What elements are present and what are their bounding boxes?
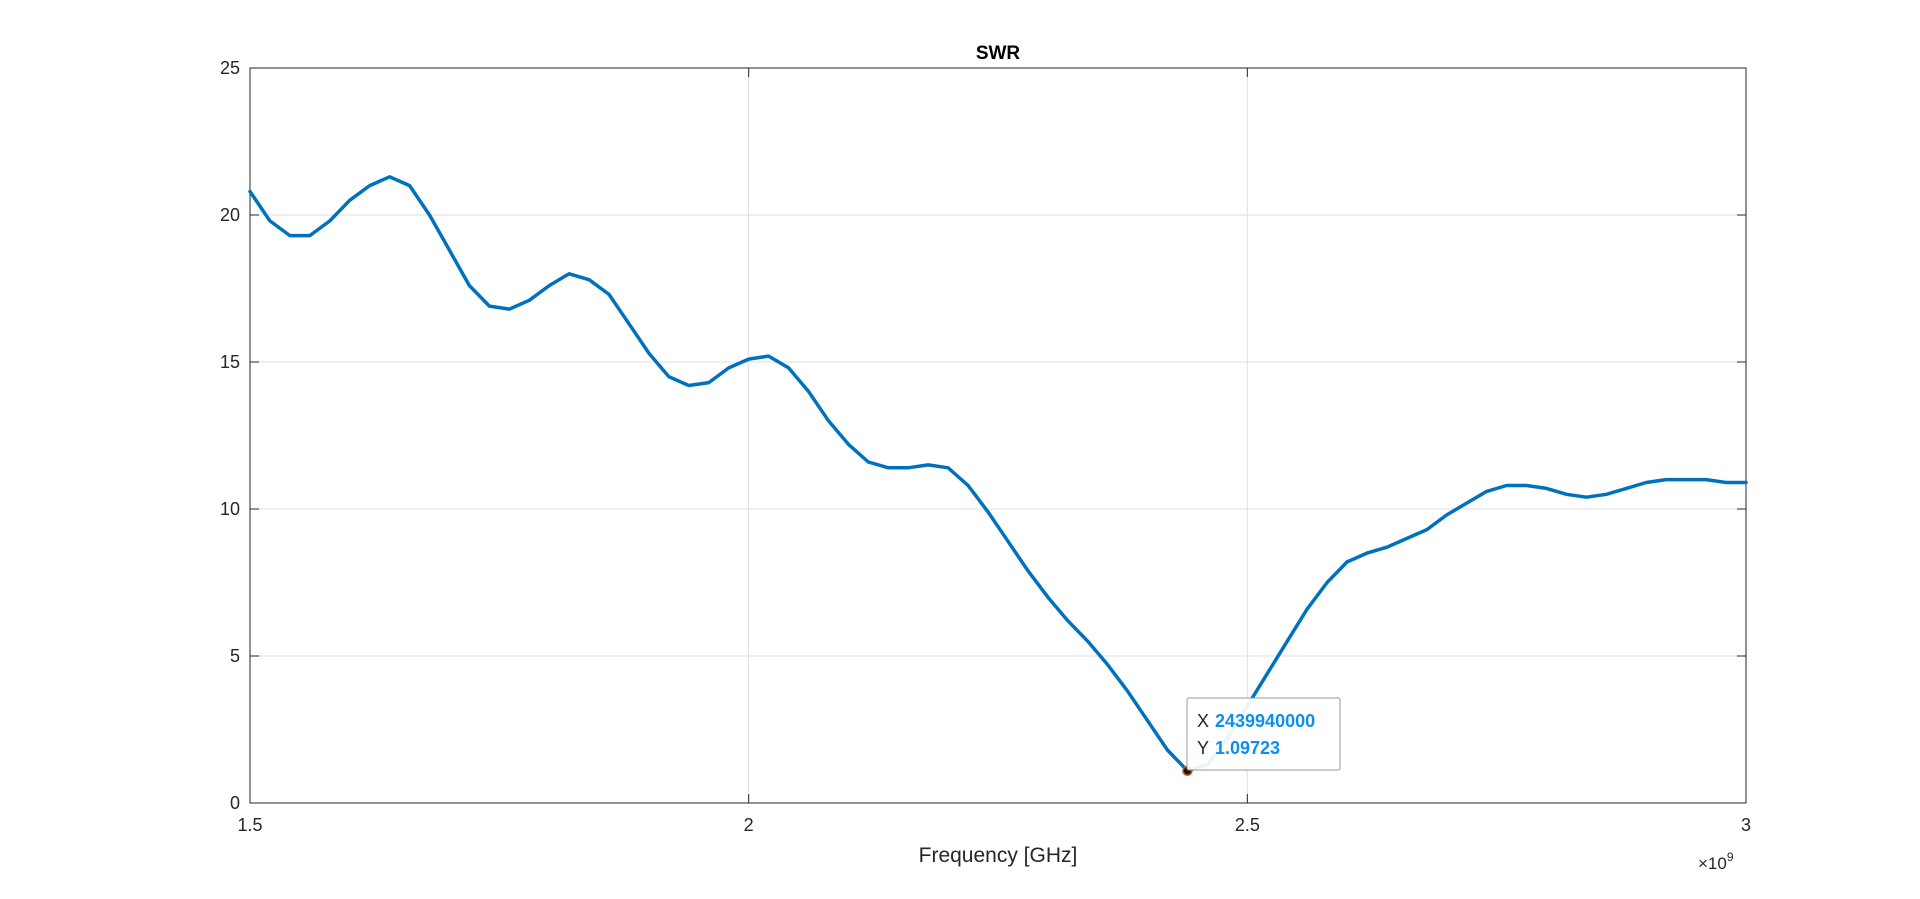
chart-title: SWR <box>976 43 1021 64</box>
x-exponent-label: ×109 <box>1698 850 1734 873</box>
ticks: 1.5 2 2.5 3 0 5 10 15 20 25 <box>220 58 1751 835</box>
y-tick-label: 10 <box>220 499 240 519</box>
datatip-x-label: X <box>1197 711 1209 731</box>
x-exponent-power: 9 <box>1727 850 1734 864</box>
datatip[interactable]: X 2439940000 Y 1.09723 <box>1186 697 1341 771</box>
y-tick-label: 20 <box>220 205 240 225</box>
x-exponent-base: ×10 <box>1698 854 1727 873</box>
x-tick-label: 1.5 <box>237 815 262 835</box>
y-tick-label: 25 <box>220 58 240 78</box>
datatip-y-label: Y <box>1197 738 1209 758</box>
datatip-y-value: 1.09723 <box>1215 738 1280 758</box>
x-tick-label: 2.5 <box>1235 815 1260 835</box>
axes-box[interactable] <box>249 67 1747 804</box>
x-tick-label: 2 <box>744 815 754 835</box>
axes-background <box>250 68 1746 803</box>
y-tick-label: 15 <box>220 352 240 372</box>
series-line[interactable] <box>248 175 1748 773</box>
x-tick-label: 3 <box>1741 815 1751 835</box>
x-axis-label: Frequency [GHz] <box>919 844 1078 867</box>
datatip-box <box>1186 697 1341 771</box>
datatip-x-value: 2439940000 <box>1215 711 1315 731</box>
grid <box>250 68 1746 803</box>
y-tick-label: 5 <box>230 646 240 666</box>
y-tick-label: 0 <box>230 793 240 813</box>
